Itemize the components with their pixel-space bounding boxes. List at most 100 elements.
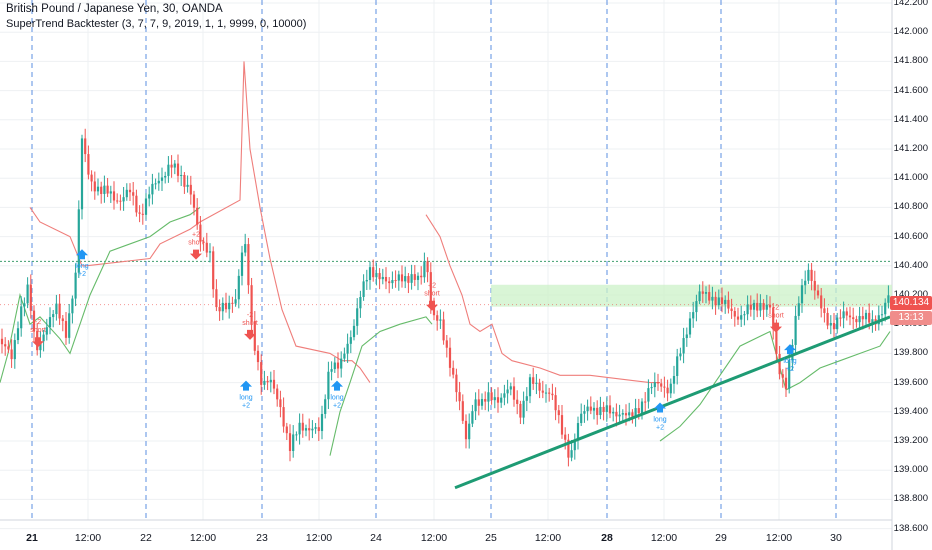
candle-body — [698, 291, 701, 302]
candle-body — [234, 299, 237, 304]
price-tick-label: 139.600 — [893, 376, 928, 388]
candle-body — [205, 242, 208, 253]
candle-body — [679, 353, 682, 357]
price-tick-label: 141.800 — [893, 55, 928, 67]
candle-body — [599, 406, 602, 416]
candle-body — [29, 284, 32, 311]
candle-body — [135, 195, 138, 213]
signal-marker-long[interactable]: long+2 — [330, 380, 344, 410]
candle-body — [308, 428, 311, 431]
candle-body — [768, 304, 772, 308]
price-tick-label: 139.200 — [893, 435, 928, 446]
candle-body — [372, 267, 375, 278]
candle-body — [189, 184, 192, 195]
candle-body — [468, 423, 471, 440]
candle-body — [160, 177, 164, 181]
candle-body — [128, 189, 132, 193]
signal-label: +2 — [333, 403, 341, 410]
candle-body — [84, 138, 87, 155]
candle-body — [762, 303, 765, 310]
candle-body — [448, 347, 452, 368]
candle-body — [311, 428, 314, 431]
price-tick-label: 141.200 — [893, 143, 928, 154]
candle-body — [672, 375, 676, 384]
candle-body — [532, 377, 535, 384]
candle-body — [580, 413, 583, 424]
signal-marker-long[interactable]: long+2 — [75, 249, 89, 278]
candle-body — [45, 327, 48, 335]
candle-body — [669, 383, 672, 394]
candle-body — [362, 281, 365, 297]
support-zone — [491, 284, 892, 307]
indicator-title[interactable]: SuperTrend Backtester (3, 7, 7, 9, 2019,… — [6, 18, 307, 30]
candle-body — [80, 138, 84, 210]
signal-label: +2 — [656, 425, 664, 432]
time-tick-label: 29 — [715, 532, 727, 544]
candle-body — [471, 411, 474, 424]
candle-body — [743, 314, 746, 316]
candle-body — [458, 392, 461, 402]
candle-body — [688, 318, 692, 335]
price-tick-label: 140.400 — [893, 259, 928, 271]
candle-body — [416, 275, 420, 280]
candle-body — [452, 367, 455, 375]
candle-body — [807, 269, 810, 281]
candle-body — [765, 304, 768, 310]
time-tick-label: 23 — [256, 532, 268, 544]
candle-body — [810, 269, 813, 281]
candle-body — [381, 276, 384, 280]
candle-body — [797, 303, 800, 316]
candle-body — [829, 323, 832, 326]
price-tick-label: 139.800 — [893, 347, 928, 359]
candle-body — [42, 334, 45, 342]
candle-body — [343, 353, 346, 359]
candle-body — [218, 307, 221, 312]
candle-body — [176, 163, 180, 176]
candle-body — [573, 440, 576, 451]
candle-body — [637, 408, 640, 414]
signal-label: short — [188, 240, 204, 247]
candle-body — [656, 382, 660, 384]
price-tick-label: 138.600 — [893, 522, 928, 534]
candle-body — [436, 315, 439, 321]
time-tick-label: 12:00 — [305, 532, 333, 544]
candle-body — [647, 388, 650, 402]
signal-marker-long[interactable]: long+2 — [239, 380, 253, 410]
symbol-title[interactable]: British Pound / Japanese Yen, 30, OANDA — [6, 3, 223, 15]
candle-body — [480, 399, 484, 406]
candle-body — [410, 274, 413, 283]
candle-body — [583, 411, 586, 414]
candle-body — [132, 192, 135, 196]
candle-body — [333, 362, 336, 370]
candle-body — [26, 284, 29, 304]
candle-body — [384, 276, 388, 282]
time-tick-label: 24 — [370, 532, 382, 544]
time-tick-label: 12:00 — [765, 532, 793, 544]
candle-body — [528, 377, 532, 397]
price-tick-label: 142.000 — [893, 26, 928, 38]
signal-label: short — [30, 327, 46, 334]
candle-body — [839, 317, 842, 319]
candle-body — [368, 267, 372, 280]
price-tick-label: 139.000 — [893, 464, 928, 476]
price-tick-label: 141.400 — [893, 113, 928, 125]
candle-body — [397, 274, 400, 281]
candle-body — [266, 380, 269, 383]
candle-body — [560, 415, 564, 435]
candle-body — [292, 434, 295, 452]
candle-body — [461, 401, 464, 421]
candle-body — [730, 308, 733, 312]
signal-label: +2 — [242, 403, 250, 410]
candle-body — [138, 212, 141, 214]
supertrend-bull-line — [659, 330, 891, 442]
signal-marker-long[interactable]: long+2 — [783, 344, 797, 373]
signal-marker-long[interactable]: long+2 — [653, 402, 667, 432]
candle-body — [842, 311, 845, 319]
candle-body — [749, 304, 752, 310]
